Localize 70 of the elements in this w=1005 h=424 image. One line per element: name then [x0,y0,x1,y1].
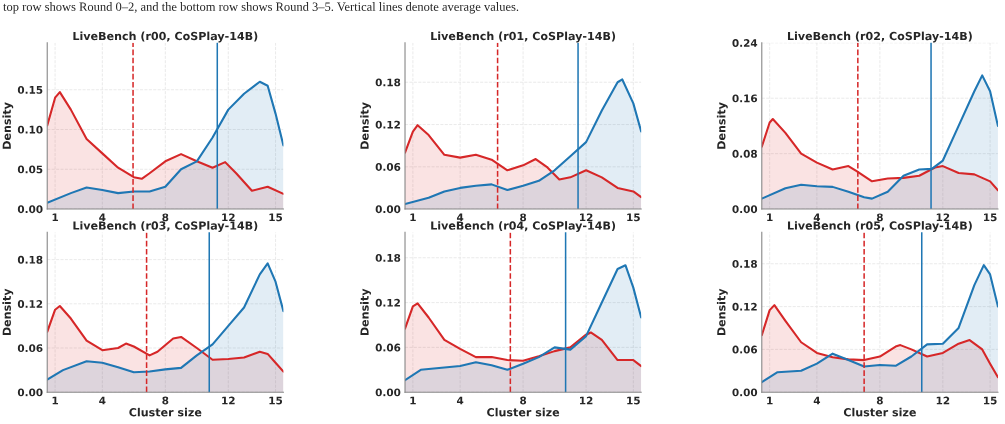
x-tick-label: 15 [984,396,997,405]
x-axis-title: Cluster size [129,407,202,417]
x-tick-label: 12 [580,396,593,405]
y-tick-label: 0.16 [732,94,758,103]
y-tick-label: 0.12 [375,298,400,307]
x-tick-label: 12 [580,213,593,222]
y-tick-label: 0.24 [732,39,758,47]
x-tick-label: 1 [52,213,59,222]
y-axis-title: Density [716,102,728,149]
y-tick-label: 0.00 [732,388,758,397]
x-axis-title: Cluster size [487,407,560,417]
x-tick-label: 1 [767,213,773,222]
y-tick-label: 0.12 [732,302,757,311]
chart-title: LiveBench (r01, CoSPlay-14B) [431,31,616,43]
y-tick-label: 0.18 [17,255,43,264]
x-tick-label: 8 [162,213,169,222]
y-tick-label: 0.00 [375,205,401,214]
x-tick-label: 15 [269,213,283,222]
x-tick-label: 8 [520,213,527,222]
y-axis-title: Density [2,288,14,336]
x-tick-label: 15 [627,213,640,222]
x-axis-title: Cluster size [843,407,916,417]
text: top row shows Round 0–2, and the bottom row shows Round 3–5. Vertical lines denote average values. [3,2,519,14]
chart-title: LiveBench (r04, CoSPlay-14B) [431,221,616,232]
x-tick-label: 4 [99,213,106,222]
y-tick-label: 0.12 [375,120,400,129]
x-tick-label: 15 [984,213,997,222]
x-tick-label: 15 [627,396,640,405]
y-tick-label: 0.18 [375,78,401,87]
x-tick-label: 4 [813,396,821,405]
chart-title: LiveBench (r03, CoSPlay-14B) [73,221,258,232]
chart-title: LiveBench (r02, CoSPlay-14B) [787,31,972,43]
x-tick-label: 4 [456,213,464,222]
x-tick-label: 1 [410,213,416,222]
x-tick-label: 4 [456,396,464,405]
chart-title: LiveBench (r00, CoSPlay-14B) [73,31,258,43]
x-tick-label: 12 [936,396,950,405]
y-tick-label: 0.18 [732,259,757,268]
x-tick-label: 4 [99,396,106,405]
x-tick-label: 1 [410,396,416,405]
y-tick-label: 0.06 [375,343,401,352]
x-tick-label: 8 [876,396,883,405]
y-tick-label: 0.05 [17,165,43,174]
y-tick-label: 0.08 [732,149,757,158]
x-tick-label: 12 [222,213,235,222]
y-tick-label: 0.10 [17,125,43,134]
y-tick-label: 0.06 [375,163,401,171]
x-tick-label: 8 [520,396,527,405]
y-tick-label: 0.00 [17,205,43,214]
x-tick-label: 8 [162,396,169,405]
y-tick-label: 0.15 [17,85,43,94]
y-axis-title: Density [360,102,371,149]
y-axis-title: Density [716,288,728,336]
chart-title: LiveBench (r05, CoSPlay-14B) [787,221,972,232]
x-tick-label: 1 [52,396,59,405]
y-tick-label: 0.06 [732,345,758,354]
y-tick-label: 0.00 [375,388,401,397]
x-tick-label: 12 [936,213,950,222]
x-tick-label: 12 [222,396,235,405]
y-axis-title: Density [360,288,371,336]
x-tick-label: 1 [767,396,773,405]
y-tick-label: 0.06 [17,344,43,353]
y-tick-label: 0.12 [17,300,43,308]
y-tick-label: 0.18 [375,253,401,262]
x-tick-label: 8 [876,213,883,222]
y-axis-title: Density [2,102,14,149]
x-tick-label: 15 [269,396,283,405]
x-tick-label: 4 [813,213,821,222]
y-tick-label: 0.00 [732,205,758,214]
y-tick-label: 0.00 [17,388,43,397]
